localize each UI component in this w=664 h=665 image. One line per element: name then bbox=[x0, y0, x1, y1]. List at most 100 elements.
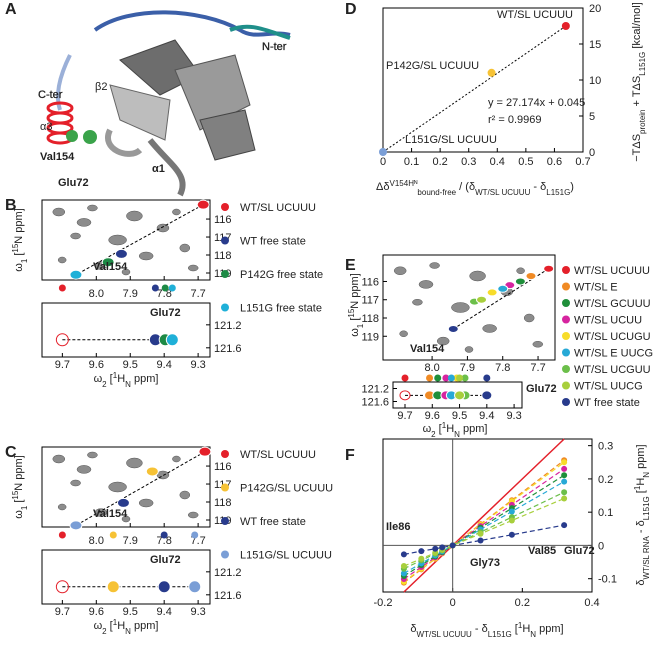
legend-marker bbox=[221, 483, 229, 492]
background-peak bbox=[469, 270, 486, 282]
x-tick-label: 0 bbox=[380, 156, 386, 168]
y-axis-label-part: 15 bbox=[347, 308, 356, 317]
x-axis-label-part: 1 bbox=[442, 421, 447, 430]
background-peak bbox=[187, 264, 199, 272]
point bbox=[561, 459, 568, 466]
background-peak bbox=[70, 479, 81, 487]
c-terminus-ribbon bbox=[56, 54, 72, 111]
x-axis-label-part: H bbox=[117, 373, 125, 385]
point-label: P142G/SL UCUUU bbox=[386, 60, 479, 72]
background-peak bbox=[126, 457, 143, 469]
legend-label: WT/SL UCUU bbox=[574, 315, 642, 327]
x-axis-label-part: [ bbox=[107, 620, 113, 632]
point-label: L151G/SL UCUUU bbox=[405, 134, 497, 146]
peak-label: Val154 bbox=[93, 261, 128, 273]
peak bbox=[447, 324, 459, 333]
x-axis-label-part: ω bbox=[423, 423, 432, 435]
x-tick-label: 0.6 bbox=[547, 156, 562, 168]
y-axis-label-part: −TΔS bbox=[631, 134, 643, 162]
x-axis-label-part: ppm] bbox=[460, 423, 488, 435]
background-peak bbox=[126, 210, 143, 222]
x-tick-label: 0.2 bbox=[515, 597, 530, 609]
x-tick-label: 7.8 bbox=[495, 362, 510, 374]
y-axis-label-part: WT/SL RNA bbox=[642, 536, 651, 580]
x-tick-label: 9.4 bbox=[157, 606, 172, 618]
beta-sheet bbox=[199, 109, 256, 161]
x-axis-label-part: 2 bbox=[102, 380, 107, 389]
point bbox=[418, 555, 425, 562]
annotation: y = 27.174x + 0.045 bbox=[488, 97, 585, 109]
y-axis-label-part: 1 bbox=[20, 505, 29, 510]
y-tick-label: 119 bbox=[361, 331, 379, 343]
x-axis-label-part: 2 bbox=[102, 627, 107, 636]
y-tick-label: 118 bbox=[214, 250, 232, 262]
annotation: Glu72 bbox=[564, 545, 595, 557]
background-peak bbox=[138, 251, 154, 261]
x-axis-label-part: 1 bbox=[518, 621, 523, 630]
x-axis-label-part: ω bbox=[94, 620, 103, 632]
position-dot bbox=[401, 374, 409, 382]
structure-label: α3 bbox=[40, 121, 52, 133]
structure-label: Glu72 bbox=[58, 177, 89, 189]
position-dot bbox=[434, 374, 442, 382]
peak bbox=[165, 333, 179, 347]
legend-marker bbox=[562, 398, 570, 406]
background-peak bbox=[399, 330, 408, 337]
x-tick-label: 0.7 bbox=[575, 156, 590, 168]
x-tick-label: 8.0 bbox=[89, 535, 104, 547]
legend-label: WT/SL GCUUU bbox=[574, 298, 651, 310]
peak-label: Glu72 bbox=[526, 383, 557, 395]
y-axis-label-part: N ppm] bbox=[13, 455, 25, 490]
point bbox=[379, 148, 387, 156]
series-line bbox=[403, 438, 565, 593]
x-tick-label: 9.4 bbox=[479, 410, 494, 422]
point bbox=[477, 537, 484, 544]
beta-sheet bbox=[109, 84, 171, 141]
legend-label: L151G/SL UCUUU bbox=[240, 550, 332, 562]
x-tick-label: 9.5 bbox=[123, 606, 138, 618]
y-axis-label-part: ppm] bbox=[635, 444, 647, 472]
point bbox=[561, 472, 568, 479]
background-peak bbox=[523, 313, 535, 323]
y-axis-label: ω1 [15N ppm] bbox=[11, 208, 29, 272]
y-axis-label-part: protein bbox=[638, 110, 647, 134]
residue-sphere bbox=[83, 130, 97, 144]
x-axis-label: ω2 [1HN ppm] bbox=[94, 618, 159, 636]
x-tick-label: 8.0 bbox=[424, 362, 439, 374]
background-peak bbox=[464, 346, 474, 353]
position-dot bbox=[160, 531, 168, 539]
x-tick-label: 9.7 bbox=[55, 359, 70, 371]
peak bbox=[101, 257, 115, 268]
peak bbox=[145, 466, 159, 477]
n-terminus-ribbon bbox=[229, 24, 291, 40]
point bbox=[449, 542, 456, 549]
y-axis-label-part: + TΔS bbox=[631, 76, 643, 110]
x-tick-label: 9.7 bbox=[397, 410, 412, 422]
panel-label: E bbox=[345, 257, 356, 274]
x-axis-label: δWT/SL UCUUU - δL151G [1HN ppm] bbox=[410, 621, 563, 639]
x-axis-label-part: / (δ bbox=[456, 181, 475, 193]
background-peak bbox=[412, 299, 423, 306]
legend-label: WT free state bbox=[240, 516, 306, 528]
y-axis-label: ω1 [15N ppm] bbox=[11, 455, 29, 519]
beta-sheet bbox=[174, 54, 251, 131]
y-axis-label-part: 15 bbox=[11, 243, 20, 252]
y-axis-label-part: N bbox=[642, 472, 651, 478]
peak bbox=[157, 580, 171, 594]
background-peak bbox=[87, 451, 98, 459]
peak bbox=[399, 390, 411, 401]
y-tick-label: 116 bbox=[214, 214, 232, 226]
background-peak bbox=[172, 455, 181, 463]
panel-label: C bbox=[5, 444, 17, 461]
x-axis-label-part: H bbox=[117, 620, 125, 632]
x-axis-label-part: ppm] bbox=[131, 620, 159, 632]
background-peak bbox=[108, 234, 127, 246]
panel-label: A bbox=[5, 1, 17, 18]
plot-frame bbox=[392, 381, 523, 409]
position-dot bbox=[151, 284, 159, 292]
position-dot bbox=[483, 374, 491, 382]
background-peak bbox=[76, 465, 92, 474]
peak bbox=[476, 295, 488, 304]
x-tick-label: 8.0 bbox=[89, 288, 104, 300]
panel-label: B bbox=[5, 197, 17, 214]
